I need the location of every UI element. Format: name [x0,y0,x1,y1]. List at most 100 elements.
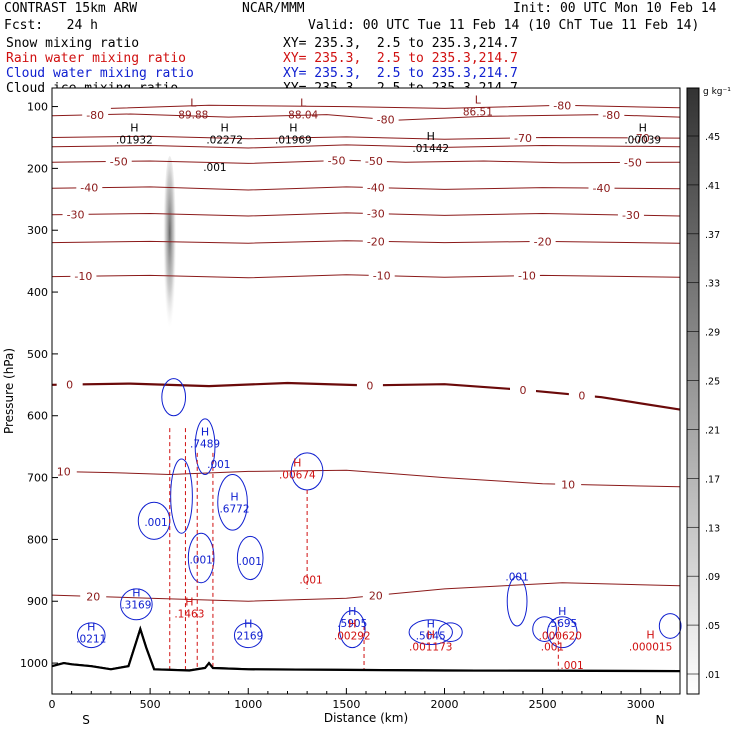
contour-label: -20 [367,235,385,248]
colorbar-tick-label: .29 [705,328,720,339]
contour-label: -20 [534,235,552,248]
contour-label: -80 [553,99,571,112]
snow-plume [163,156,177,348]
contour-label-bg [549,99,576,112]
extremum-marker: L [475,94,482,107]
contour-label-bg [80,590,107,603]
colorbar-tick-label: .33 [705,279,720,290]
field-name-snow: Snow mixing ratio [6,36,140,51]
extremum-value: .7489 [190,439,220,451]
contour-label-bg [555,478,582,491]
extremum-value: .001 [203,162,226,174]
colorbar-unit: g kg⁻¹ [703,87,731,97]
temperature-contour [51,469,681,488]
contour-label: -80 [86,109,104,122]
y-tick-label: 1000 [20,657,48,670]
contour-label-bg [368,269,395,282]
temperature-contour [51,135,681,140]
field-xy-snow: XY= 235.3, 2.5 to 235.3,214.7 [283,36,518,51]
colorbar-tick-label: .25 [705,377,720,388]
extremum-marker: H [427,628,435,641]
contour-label-bg [627,131,654,144]
contour-label: 20 [86,590,100,603]
extremum-marker: H [348,605,356,618]
contour-label: 0 [578,389,585,402]
temperature-contour [51,274,681,279]
y-tick-label: 300 [27,224,48,237]
extremum-value: .001 [560,660,583,672]
x-end-label-left: S [82,713,90,727]
extremum-value: .5045 [416,630,446,642]
extremum-value: .001 [299,575,322,587]
contour-label: 10 [561,478,575,491]
extremum-marker: H [230,491,238,504]
extremum-marker: H [558,605,566,618]
contour-label-bg [76,181,103,194]
extremum-value: .001 [207,459,230,471]
y-tick-label: 400 [27,286,48,299]
extremum-marker: H [289,121,297,134]
x-tick-label: 2500 [529,698,557,711]
contour-label-bg [598,108,625,121]
contour-label-bg [372,113,399,126]
contour-label: 0 [366,379,373,392]
field-xy-cloud-water: XY= 235.3, 2.5 to 235.3,214.7 [283,66,518,81]
contour-label-bg [510,383,536,396]
terrain-fill [52,629,680,694]
contour-label: 0 [520,384,527,397]
cloud-water-contour [120,588,153,621]
contour-label-bg [62,208,89,221]
y-tick-label: 200 [27,162,48,175]
cloud-water-contour [658,613,682,639]
extremum-value: .2169 [233,630,263,642]
contour-label-bg [362,181,389,194]
cloud-water-contour [76,622,106,649]
contour-label-bg [510,131,536,144]
y-tick-label: 700 [27,472,48,485]
contour-label-bg [82,108,109,121]
contour-label-bg [360,155,387,168]
y-axis-label: Pressure (hPa) [2,348,16,434]
contour-label-bg [362,235,389,248]
temperature-contour [110,104,681,109]
contour-label-bg [323,154,350,167]
contour-label: -30 [367,208,385,221]
colorbar [686,87,700,695]
contour-label: -10 [373,270,391,283]
cloud-water-contour [438,622,463,642]
extremum-marker: H [427,617,435,630]
contour-label-bg [362,207,389,220]
cloud-water-contour [236,535,264,581]
extremum-marker: H [293,457,301,470]
extremum-value: .02272 [206,134,243,146]
extremum-marker: H [646,628,654,641]
contour-label-bg [513,269,540,282]
x-tick-label: 1000 [234,698,262,711]
contour-label: -70 [632,132,650,145]
y-tick-label: 900 [27,595,48,608]
extremum-marker: H [87,620,95,633]
model-title: CONTRAST 15km ARW [4,1,138,16]
cloud-water-contour [338,610,366,649]
contour-label: -70 [514,132,532,145]
extremum-value: .001 [239,556,262,568]
extremum-marker: H [348,617,356,630]
cloud-water-contour [170,458,193,534]
temperature-contour [51,212,681,217]
extremum-value: 88.04 [288,110,318,122]
y-tick-label: 100 [27,101,48,114]
field-xy-rain: XY= 235.3, 2.5 to 235.3,214.7 [283,51,518,66]
rain-water-contours [169,428,559,670]
contour-label-bg [70,270,97,283]
extremum-marker: H [427,130,435,143]
cloud-water-contour [233,622,263,649]
contour-label-bg [568,389,595,402]
contour-label: 20 [369,589,383,602]
cloud-water-contour [194,418,216,475]
x-end-label-right: N [656,713,665,727]
contour-label-bg [529,235,556,248]
colorbar-tick-label: .17 [705,474,720,485]
extremum-marker: L [190,97,197,110]
valid-time: Valid: 00 UTC Tue 11 Feb 14 (10 ChT Tue … [308,18,700,33]
cloud-water-contour [408,619,453,646]
